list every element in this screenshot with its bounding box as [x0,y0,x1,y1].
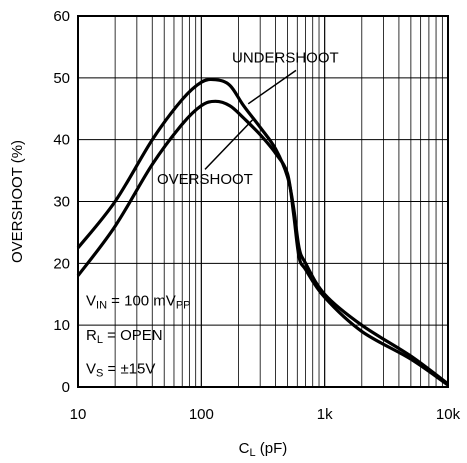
x-tick-label: 10 [70,406,87,423]
condition-rl: RL = OPEN [86,327,163,346]
y-tick-label: 60 [53,8,70,25]
overshoot-annotation: OVERSHOOT [157,171,253,188]
condition-vin: VIN = 100 mVPP [86,292,191,311]
test-conditions: VIN = 100 mVPP RL = OPEN VS = ±15V [86,292,191,379]
y-axis-title: OVERSHOOT (%) [9,140,26,263]
y-tick-label: 50 [53,70,70,87]
annotation-leaders [204,69,297,170]
overshoot-leader-line [204,119,254,170]
y-tick-label: 20 [53,255,70,272]
y-tick-label: 30 [53,194,70,211]
x-tick-label: 100 [189,406,214,423]
series-lines [76,77,449,387]
undershoot-annotation: UNDERSHOOT [232,49,339,66]
y-tick-label: 40 [53,132,70,149]
y-tick-label: 10 [53,317,70,334]
x-tick-label: 1k [317,406,333,423]
y-tick-label: 0 [62,379,70,396]
series-line-overshoot [76,99,449,387]
grid [78,16,448,387]
x-tick-label: 10k [436,406,461,423]
undershoot-leader-line [247,69,297,105]
x-axis-title: CL (pF) [239,440,288,459]
plot-frame [77,15,449,388]
condition-vs: VS = ±15V [86,360,155,379]
series-line-undershoot [76,77,449,386]
